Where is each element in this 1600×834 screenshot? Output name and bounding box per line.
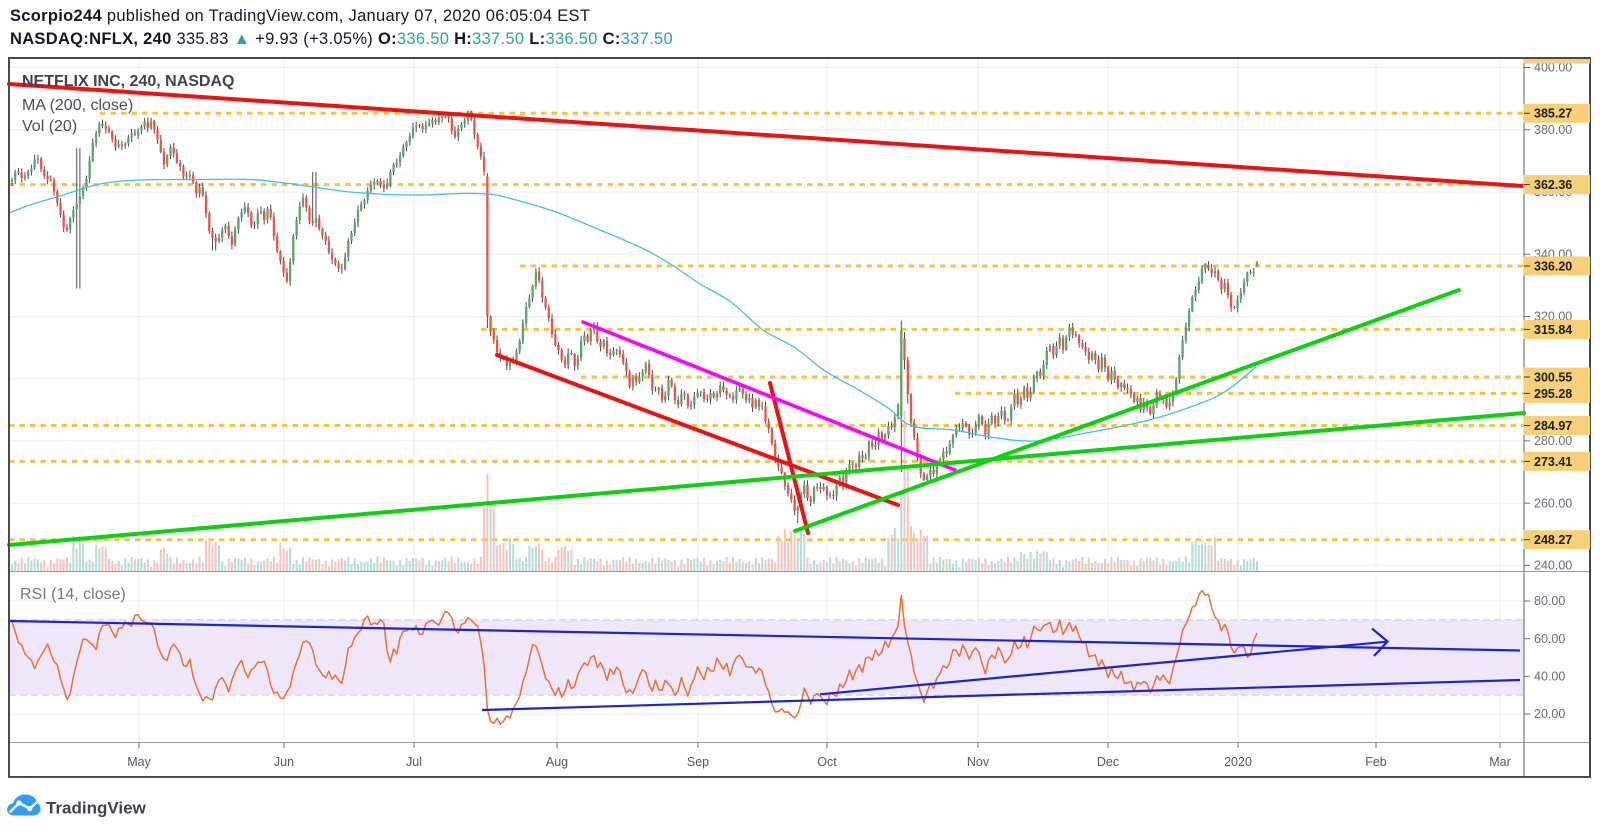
svg-text:Scorpio244 published on Tradin: Scorpio244 published on TradingView.com,… (10, 7, 590, 25)
svg-text:TradingView: TradingView (46, 799, 147, 818)
svg-text:336.20: 336.20 (1534, 259, 1572, 273)
svg-text:Dec: Dec (1097, 755, 1119, 769)
svg-text:300.55: 300.55 (1534, 370, 1572, 384)
svg-text:385.27: 385.27 (1534, 107, 1572, 121)
svg-text:2020: 2020 (1224, 755, 1252, 769)
svg-text:260.00: 260.00 (1534, 496, 1572, 510)
svg-text:Nov: Nov (967, 755, 990, 769)
svg-text:MA (200, close): MA (200, close) (22, 97, 133, 114)
svg-text:273.41: 273.41 (1534, 455, 1572, 469)
svg-text:295.28: 295.28 (1534, 387, 1572, 401)
svg-text:248.27: 248.27 (1534, 533, 1572, 547)
svg-text:RSI (14, close): RSI (14, close) (20, 586, 126, 603)
svg-text:NETFLIX INC, 240, NASDAQ: NETFLIX INC, 240, NASDAQ (22, 73, 234, 90)
svg-text:Jun: Jun (274, 755, 294, 769)
svg-text:315.84: 315.84 (1534, 323, 1572, 337)
svg-text:284.97: 284.97 (1534, 419, 1572, 433)
svg-text:40.00: 40.00 (1534, 670, 1565, 684)
svg-text:May: May (127, 755, 151, 769)
svg-text:20.00: 20.00 (1534, 707, 1565, 721)
svg-text:Aug: Aug (546, 755, 568, 769)
svg-text:Mar: Mar (1489, 755, 1511, 769)
svg-text:NASDAQ:NFLX, 240 335.83 ▲ +9.: NASDAQ:NFLX, 240 335.83 ▲ +9.93 (+3.05%)… (10, 30, 673, 48)
svg-text:280.00: 280.00 (1534, 434, 1572, 448)
svg-text:80.00: 80.00 (1534, 594, 1565, 608)
svg-text:400.00: 400.00 (1534, 61, 1572, 75)
svg-text:Vol (20): Vol (20) (22, 118, 77, 135)
svg-text:60.00: 60.00 (1534, 632, 1565, 646)
svg-text:Sep: Sep (687, 755, 709, 769)
svg-text:362.36: 362.36 (1534, 178, 1572, 192)
svg-text:Oct: Oct (817, 755, 837, 769)
svg-text:Feb: Feb (1365, 755, 1387, 769)
svg-text:Jul: Jul (406, 755, 422, 769)
svg-text:240.00: 240.00 (1534, 559, 1572, 573)
svg-text:380.00: 380.00 (1534, 123, 1572, 137)
